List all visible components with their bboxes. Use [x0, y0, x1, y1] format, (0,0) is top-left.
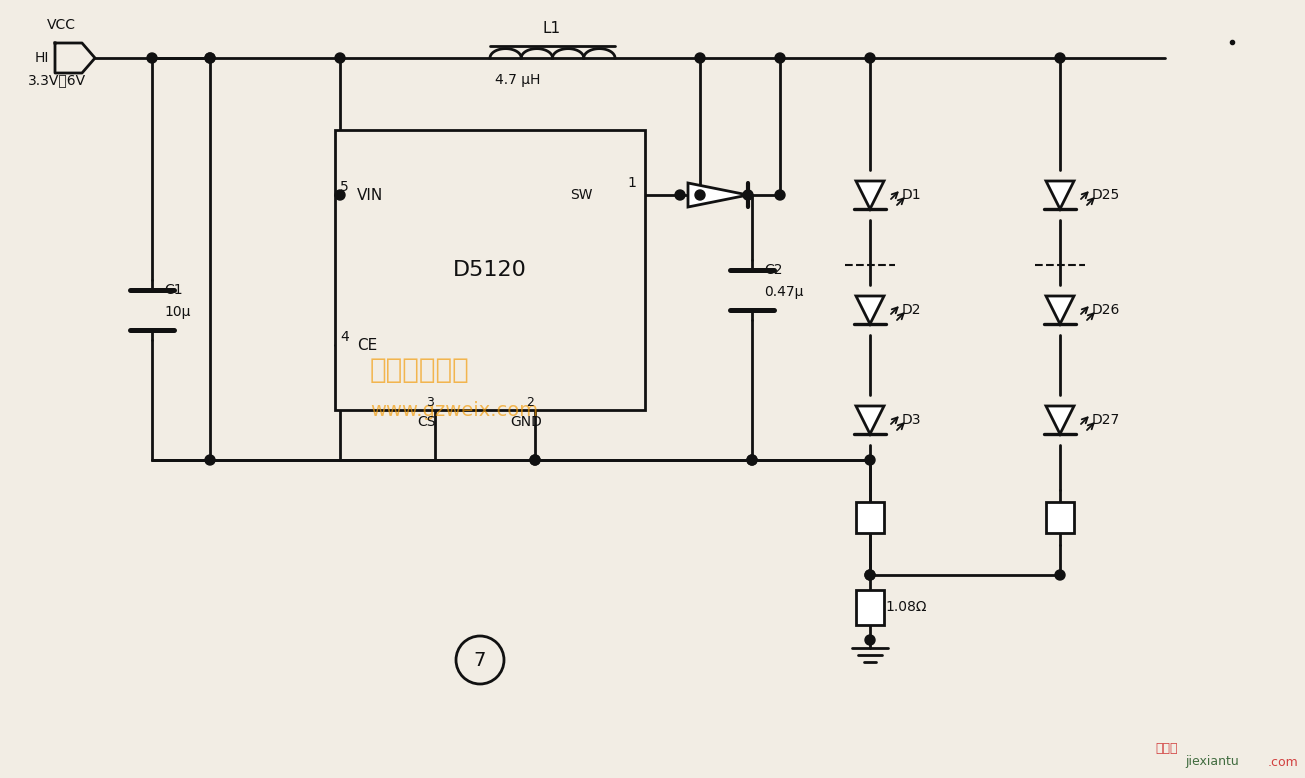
- Text: D3: D3: [902, 413, 921, 427]
- Text: L1: L1: [543, 20, 561, 36]
- Text: CE: CE: [358, 338, 377, 352]
- Circle shape: [675, 190, 685, 200]
- Circle shape: [147, 53, 157, 63]
- Circle shape: [743, 190, 753, 200]
- Circle shape: [865, 455, 874, 465]
- Bar: [1047, 503, 1074, 533]
- Polygon shape: [1047, 296, 1074, 324]
- Text: 1: 1: [626, 176, 636, 190]
- Text: HI: HI: [35, 51, 50, 65]
- Polygon shape: [688, 183, 748, 207]
- Text: D2: D2: [902, 303, 921, 317]
- Circle shape: [530, 455, 540, 465]
- Circle shape: [1054, 53, 1065, 63]
- Text: 10μ: 10μ: [164, 305, 191, 319]
- Circle shape: [865, 570, 874, 580]
- Text: D25: D25: [1092, 188, 1120, 202]
- Circle shape: [205, 455, 215, 465]
- Circle shape: [696, 190, 705, 200]
- Text: D5120: D5120: [453, 260, 527, 280]
- Circle shape: [746, 455, 757, 465]
- Text: 0.47μ: 0.47μ: [763, 285, 804, 299]
- Text: VCC: VCC: [47, 18, 76, 32]
- Text: 7: 7: [474, 650, 487, 670]
- Circle shape: [775, 190, 786, 200]
- Circle shape: [205, 53, 215, 63]
- Text: SW: SW: [570, 188, 592, 202]
- Text: 2: 2: [526, 395, 534, 408]
- Text: C2: C2: [763, 263, 783, 277]
- Circle shape: [865, 53, 874, 63]
- Text: jiexiantu: jiexiantu: [1185, 755, 1238, 769]
- Text: 5: 5: [341, 180, 348, 194]
- Polygon shape: [856, 406, 883, 434]
- Text: .com: .com: [1268, 755, 1298, 769]
- Text: 精通维修下载: 精通维修下载: [371, 356, 470, 384]
- Text: VIN: VIN: [358, 187, 384, 202]
- Text: 1.08Ω: 1.08Ω: [885, 600, 927, 614]
- Text: 3.3V～6V: 3.3V～6V: [27, 73, 86, 87]
- Polygon shape: [1047, 406, 1074, 434]
- Text: 4.7 μH: 4.7 μH: [495, 73, 540, 87]
- Text: D1: D1: [902, 188, 921, 202]
- Circle shape: [775, 53, 786, 63]
- Circle shape: [335, 190, 345, 200]
- Text: GND: GND: [510, 415, 542, 429]
- Polygon shape: [856, 181, 883, 209]
- Polygon shape: [1047, 181, 1074, 209]
- Text: D27: D27: [1092, 413, 1120, 427]
- Text: C1: C1: [164, 283, 183, 297]
- Bar: [335, 130, 645, 410]
- Circle shape: [335, 53, 345, 63]
- Circle shape: [865, 635, 874, 645]
- Circle shape: [205, 53, 215, 63]
- Circle shape: [530, 455, 540, 465]
- Circle shape: [746, 455, 757, 465]
- Text: 4: 4: [341, 330, 348, 344]
- Text: www.gzweix.com: www.gzweix.com: [371, 401, 538, 419]
- Bar: [856, 590, 883, 626]
- Bar: [856, 503, 883, 533]
- Circle shape: [1054, 570, 1065, 580]
- Text: 3: 3: [425, 395, 435, 408]
- Text: 接线图: 接线图: [1155, 741, 1177, 755]
- Text: CS: CS: [418, 415, 436, 429]
- Circle shape: [696, 53, 705, 63]
- Polygon shape: [856, 296, 883, 324]
- Text: D26: D26: [1092, 303, 1121, 317]
- Circle shape: [865, 570, 874, 580]
